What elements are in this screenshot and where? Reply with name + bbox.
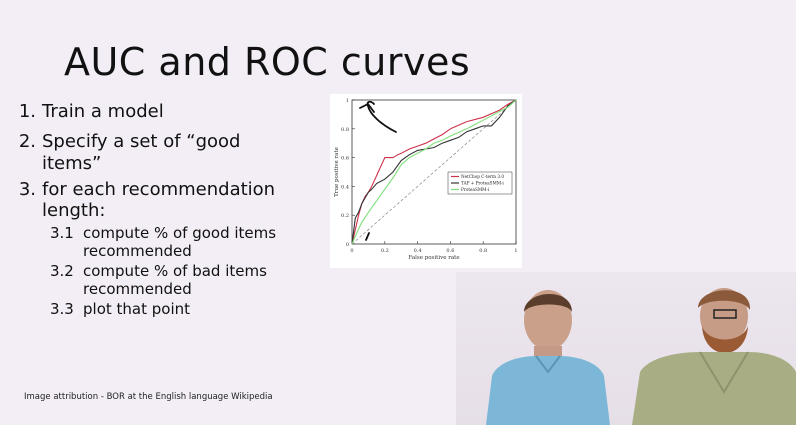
- substep-text-cont: recommended: [83, 242, 192, 260]
- series-line: [351, 99, 517, 245]
- step-text: length:: [42, 200, 106, 221]
- step-number: 2.: [18, 131, 36, 152]
- annotation-arrow-icon: [359, 100, 397, 133]
- y-tick-label: 0.6: [341, 156, 349, 162]
- step-text: for each recommendation: [42, 179, 276, 200]
- step-number: 3.: [18, 179, 36, 200]
- presenters-image: [486, 288, 796, 425]
- step-text: Train a model: [42, 101, 164, 122]
- y-tick-label: 0.4: [341, 184, 349, 190]
- annotation-tick-icon: [365, 232, 370, 241]
- y-tick-label: 0.2: [341, 213, 349, 219]
- y-tick-label: 0.8: [341, 127, 349, 133]
- x-tick-label: 0.4: [414, 248, 422, 254]
- y-tick-label: 1: [346, 98, 349, 104]
- substep-number: 3.1: [50, 224, 74, 242]
- x-axis-label: False positive rate: [408, 255, 459, 261]
- substep-text: compute % of bad items: [83, 262, 267, 280]
- x-tick-label: 0.6: [446, 248, 454, 254]
- series-line: [351, 99, 517, 245]
- legend-entry: NetChop C-term 3.0: [461, 174, 504, 179]
- y-axis-label: True positive rate: [334, 147, 340, 197]
- roc-chart-svg: 0 0.2 0.4 0.6 0.8 1 0 0.2 0.4 0.6 0.8 1 False positi…: [330, 94, 522, 268]
- step-text: items”: [42, 153, 102, 174]
- x-tick-label: 0.8: [479, 248, 487, 254]
- series-line: [351, 99, 517, 245]
- slide-title: AUC and ROC curves: [64, 40, 471, 84]
- presenter-video: [456, 272, 796, 425]
- substep-number: 3.3: [50, 300, 74, 318]
- legend-box: [447, 171, 513, 195]
- substep-text: compute % of good items: [83, 224, 277, 242]
- plot-frame: [351, 99, 517, 245]
- roc-chart: 0 0.2 0.4 0.6 0.8 1 0 0.2 0.4 0.6 0.8 1 False positi…: [330, 94, 522, 268]
- step-text: Specify a set of “good: [42, 131, 241, 152]
- substep-text: plot that point: [83, 300, 190, 318]
- x-tick-label: 0: [350, 248, 353, 254]
- legend-entry: ProteaSMM-i: [461, 187, 490, 192]
- step-number: 1.: [18, 101, 36, 122]
- legend-entry: TAP + ProteaSMM-i: [461, 181, 504, 186]
- image-attribution: Image attribution - BOR at the English l…: [24, 392, 273, 402]
- substep-text-cont: recommended: [83, 280, 192, 298]
- substep-number: 3.2: [50, 262, 74, 280]
- diagonal-reference-line: [351, 99, 517, 245]
- y-tick-label: 0: [346, 242, 349, 248]
- x-tick-label: 0.2: [381, 248, 389, 254]
- x-tick-label: 1: [514, 248, 517, 254]
